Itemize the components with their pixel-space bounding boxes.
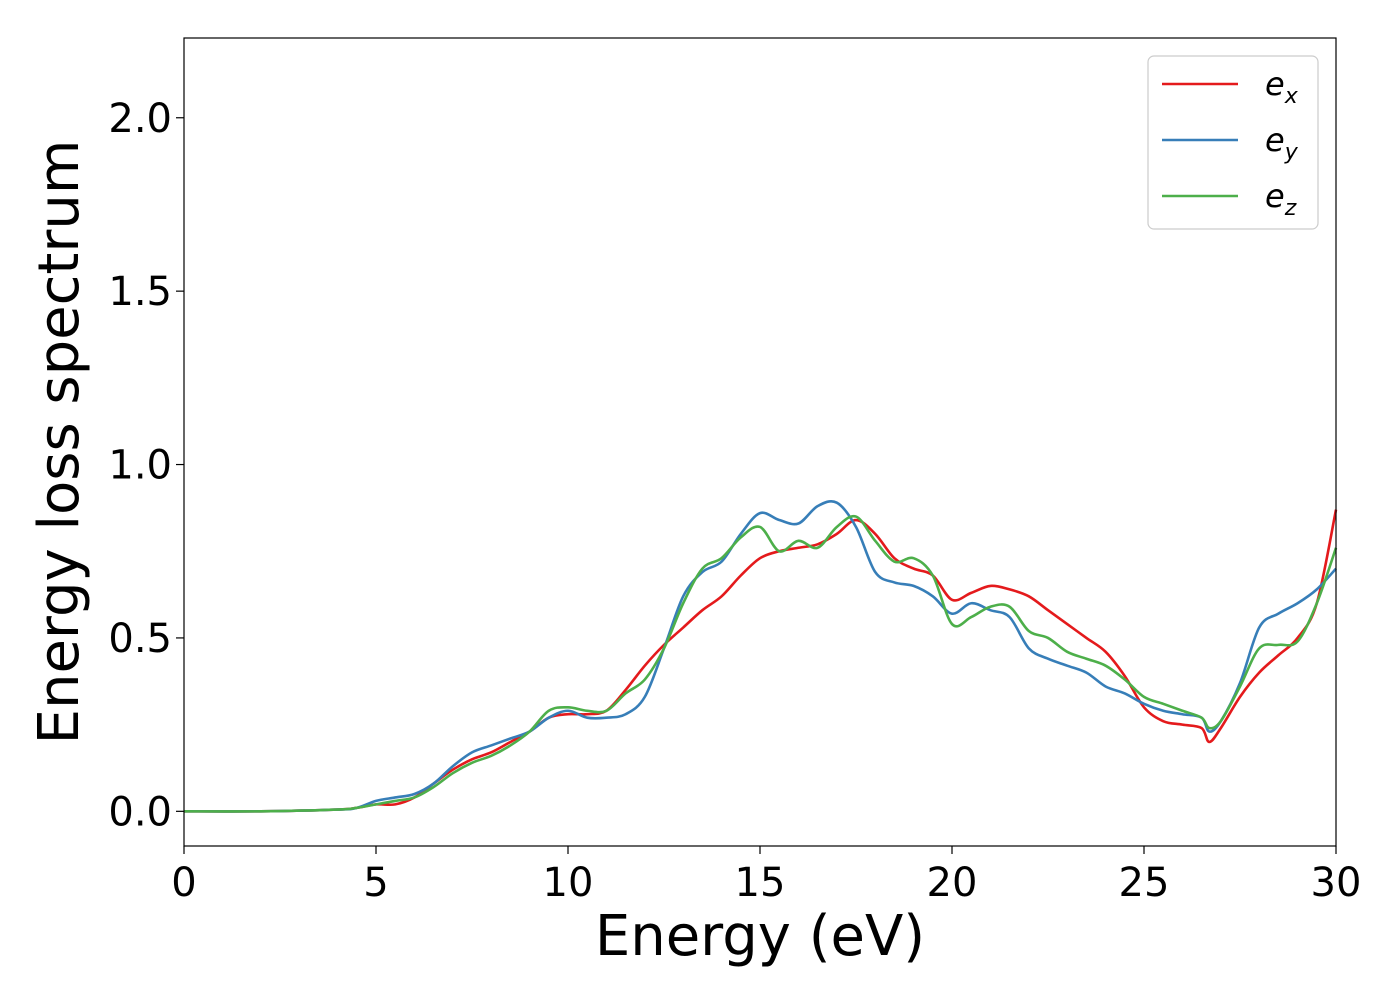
y-tick-label: 0.0 — [108, 789, 172, 835]
y-axis-ticks: 0.0 0.5 1.0 1.5 2.0 — [108, 96, 184, 835]
series-lines — [183, 499, 1338, 813]
x-axis-title: Energy (eV) — [595, 904, 925, 969]
legend-label: ez — [1265, 177, 1297, 221]
series-line-e-z — [183, 514, 1338, 813]
y-tick-label: 2.0 — [108, 96, 172, 142]
x-tick-label: 10 — [543, 860, 594, 906]
legend-label: ey — [1265, 121, 1299, 165]
y-tick-label: 1.0 — [108, 443, 172, 489]
x-axis-ticks: 0 5 10 15 20 25 30 — [171, 846, 1361, 906]
x-tick-label: 15 — [735, 860, 786, 906]
x-tick-label: 5 — [363, 860, 388, 906]
x-tick-label: 0 — [171, 860, 196, 906]
y-tick-label: 0.5 — [108, 616, 172, 662]
legend-label: ex — [1265, 65, 1299, 109]
x-tick-label: 20 — [927, 860, 978, 906]
y-tick-label: 1.5 — [108, 269, 172, 315]
series-line-e-y — [183, 499, 1337, 813]
y-axis-title: Energy loss spectrum — [27, 140, 92, 745]
x-tick-label: 30 — [1311, 860, 1362, 906]
legend: ex ey ez — [1147, 55, 1319, 230]
x-tick-label: 25 — [1119, 860, 1170, 906]
legend-box — [1147, 55, 1319, 230]
